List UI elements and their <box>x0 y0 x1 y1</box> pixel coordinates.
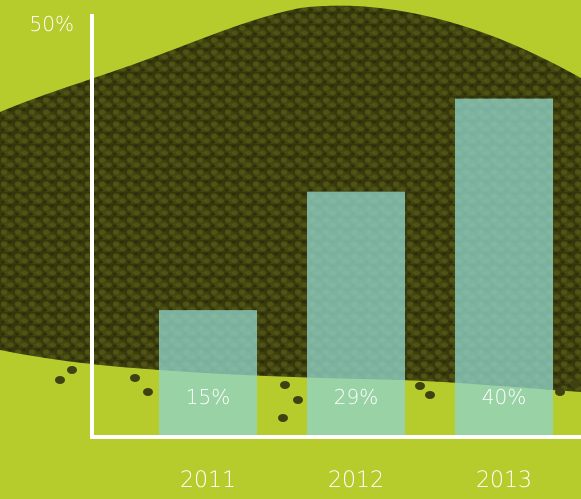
pellet-pile <box>0 5 581 393</box>
bar-2011 <box>159 310 257 435</box>
stray-pellet <box>143 388 153 396</box>
bar-2012 <box>307 191 405 435</box>
x-tick-label-2012: 2012 <box>328 468 384 493</box>
stray-pellet <box>425 391 435 399</box>
stray-pellet <box>130 374 140 382</box>
stray-pellet <box>555 388 565 396</box>
labels-layer: 15% 2011 29% 2012 40% 2013 <box>180 385 532 493</box>
stray-pellet <box>415 382 425 390</box>
bar-value-label-2012: 29% <box>334 385 378 409</box>
stray-pellet <box>55 376 65 384</box>
stray-pellet <box>293 396 303 404</box>
stray-pellet <box>280 381 290 389</box>
bars-layer <box>159 98 553 435</box>
stray-pellet <box>570 380 580 388</box>
bar-value-label-2013: 40% <box>482 385 526 409</box>
y-axis-max-label: 50% <box>30 12 74 36</box>
bar-value-label-2011: 15% <box>186 385 230 409</box>
stray-pellet <box>67 366 77 374</box>
bar-2013 <box>455 98 553 435</box>
x-tick-label-2011: 2011 <box>180 468 236 493</box>
pellet-pile-image <box>0 5 581 422</box>
x-tick-label-2013: 2013 <box>476 468 532 493</box>
stray-pellet <box>278 414 288 422</box>
